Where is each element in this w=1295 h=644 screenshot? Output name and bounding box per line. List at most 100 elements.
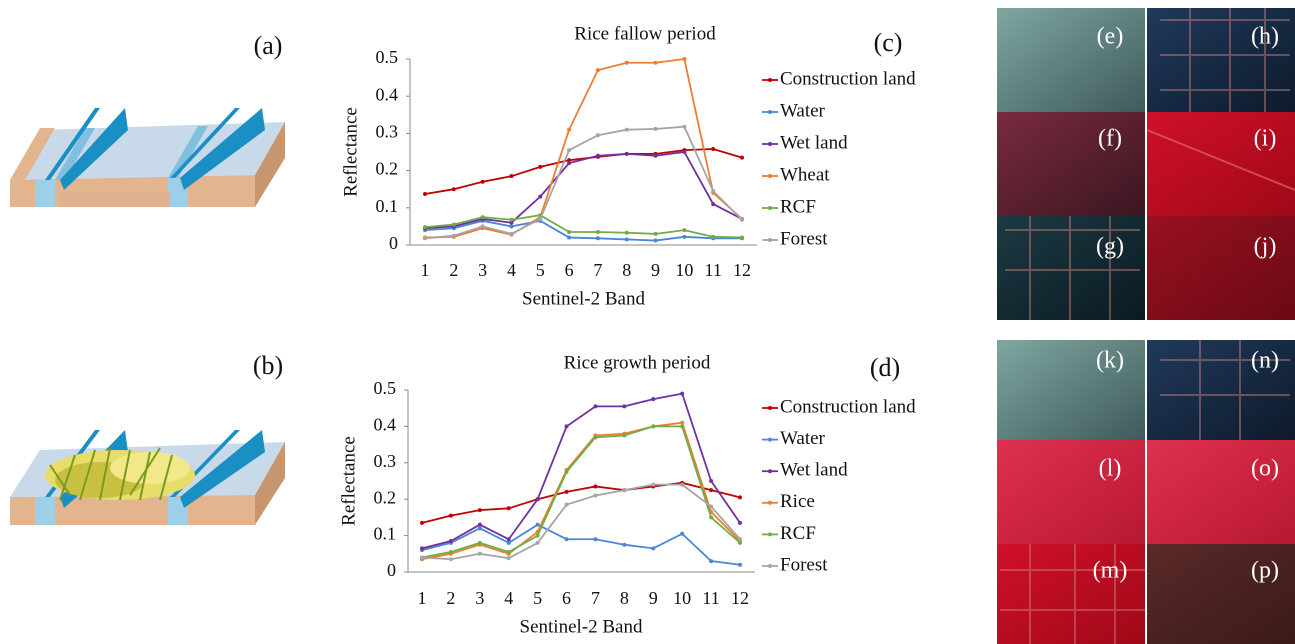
- series-line: [421, 481, 741, 524]
- data-point: [480, 179, 485, 184]
- x-tick-label: 7: [593, 260, 602, 280]
- x-tick-label: 6: [565, 260, 574, 280]
- x-tick-label: 10: [675, 260, 693, 280]
- x-tick-label: 1: [421, 260, 430, 280]
- data-point: [711, 234, 716, 239]
- legend-marker: [768, 564, 772, 568]
- data-point: [448, 513, 453, 518]
- y-tick-label: 0.5: [374, 378, 397, 398]
- data-point: [506, 540, 511, 545]
- x-tick-label: 11: [705, 260, 722, 280]
- x-tick-label: 9: [651, 260, 660, 280]
- image-label: (l): [1099, 456, 1122, 482]
- y-tick-label: 0.2: [376, 159, 399, 179]
- legend-marker: [768, 206, 772, 210]
- data-point: [506, 506, 511, 511]
- data-point: [451, 233, 456, 238]
- legend-marker: [768, 532, 772, 537]
- data-point: [711, 147, 716, 152]
- data-point: [653, 153, 658, 158]
- data-point: [740, 155, 744, 160]
- x-tick-label: 6: [562, 588, 571, 608]
- legend-label: RCF: [780, 196, 816, 217]
- data-point: [653, 60, 658, 65]
- data-point: [711, 189, 716, 194]
- series-line: [421, 523, 741, 566]
- panel-label: (b): [253, 351, 283, 380]
- data-point: [509, 220, 514, 225]
- data-point: [740, 235, 744, 240]
- x-tick-label: 2: [446, 588, 455, 608]
- y-tick-label: 0.3: [374, 451, 397, 471]
- legend-marker: [768, 500, 772, 505]
- data-point: [564, 537, 569, 542]
- data-point: [709, 515, 714, 520]
- data-point: [595, 133, 600, 138]
- data-point: [423, 225, 427, 230]
- legend-label: Water: [780, 100, 826, 121]
- data-point: [595, 229, 600, 234]
- y-axis-title: Reflectance: [340, 107, 361, 197]
- series-line: [421, 392, 741, 550]
- y-tick-label: 0.5: [376, 47, 399, 67]
- data-point: [593, 404, 598, 409]
- data-point: [567, 158, 572, 163]
- data-point: [622, 542, 627, 547]
- data-point: [477, 551, 482, 556]
- x-tick-label: 5: [533, 588, 542, 608]
- data-point: [651, 482, 656, 487]
- x-tick-label: 10: [673, 588, 691, 608]
- data-point: [593, 435, 598, 440]
- y-tick-label: 0.3: [376, 122, 399, 142]
- panel-label: (d): [870, 353, 900, 382]
- data-point: [423, 192, 427, 197]
- data-point: [682, 234, 687, 239]
- data-point: [709, 559, 714, 564]
- x-tick-label: 3: [475, 588, 484, 608]
- data-point: [420, 520, 424, 525]
- x-tick-label: 12: [733, 260, 751, 280]
- data-point: [480, 215, 485, 220]
- data-point: [595, 68, 600, 73]
- data-point: [509, 224, 514, 229]
- data-point: [567, 148, 572, 153]
- image-label: (e): [1097, 24, 1124, 50]
- data-point: [624, 60, 629, 65]
- x-tick-label: 7: [591, 588, 600, 608]
- data-point: [738, 520, 742, 525]
- data-point: [564, 489, 569, 494]
- data-point: [593, 493, 598, 498]
- data-point: [682, 150, 687, 154]
- field-illustration: [10, 108, 285, 207]
- data-point: [451, 222, 456, 227]
- series-line: [424, 125, 743, 240]
- chart-title: Rice growth period: [564, 352, 711, 373]
- legend-marker: [768, 174, 772, 178]
- series-line: [421, 425, 741, 559]
- legend-marker: [768, 406, 772, 410]
- legend-label: Forest: [780, 554, 828, 575]
- y-tick-label: 0.4: [374, 415, 397, 435]
- data-point: [420, 555, 424, 560]
- legend-marker: [768, 238, 772, 242]
- legend-label: Construction land: [780, 68, 916, 89]
- data-point: [480, 224, 485, 229]
- data-point: [509, 174, 514, 179]
- data-point: [622, 488, 627, 493]
- legend-label: Wheat: [780, 164, 830, 185]
- data-point: [680, 391, 685, 396]
- image-label: (o): [1251, 456, 1279, 482]
- data-point: [624, 127, 629, 132]
- data-point: [682, 57, 687, 61]
- x-tick-label: 9: [649, 588, 658, 608]
- series-line: [421, 483, 741, 561]
- data-point: [538, 164, 543, 169]
- series-line: [424, 148, 743, 195]
- data-point: [451, 187, 456, 192]
- data-point: [506, 556, 511, 561]
- data-point: [477, 522, 482, 527]
- data-point: [680, 420, 685, 425]
- image-label: (j): [1254, 234, 1277, 260]
- image-label: (h): [1251, 24, 1279, 50]
- data-point: [624, 237, 629, 242]
